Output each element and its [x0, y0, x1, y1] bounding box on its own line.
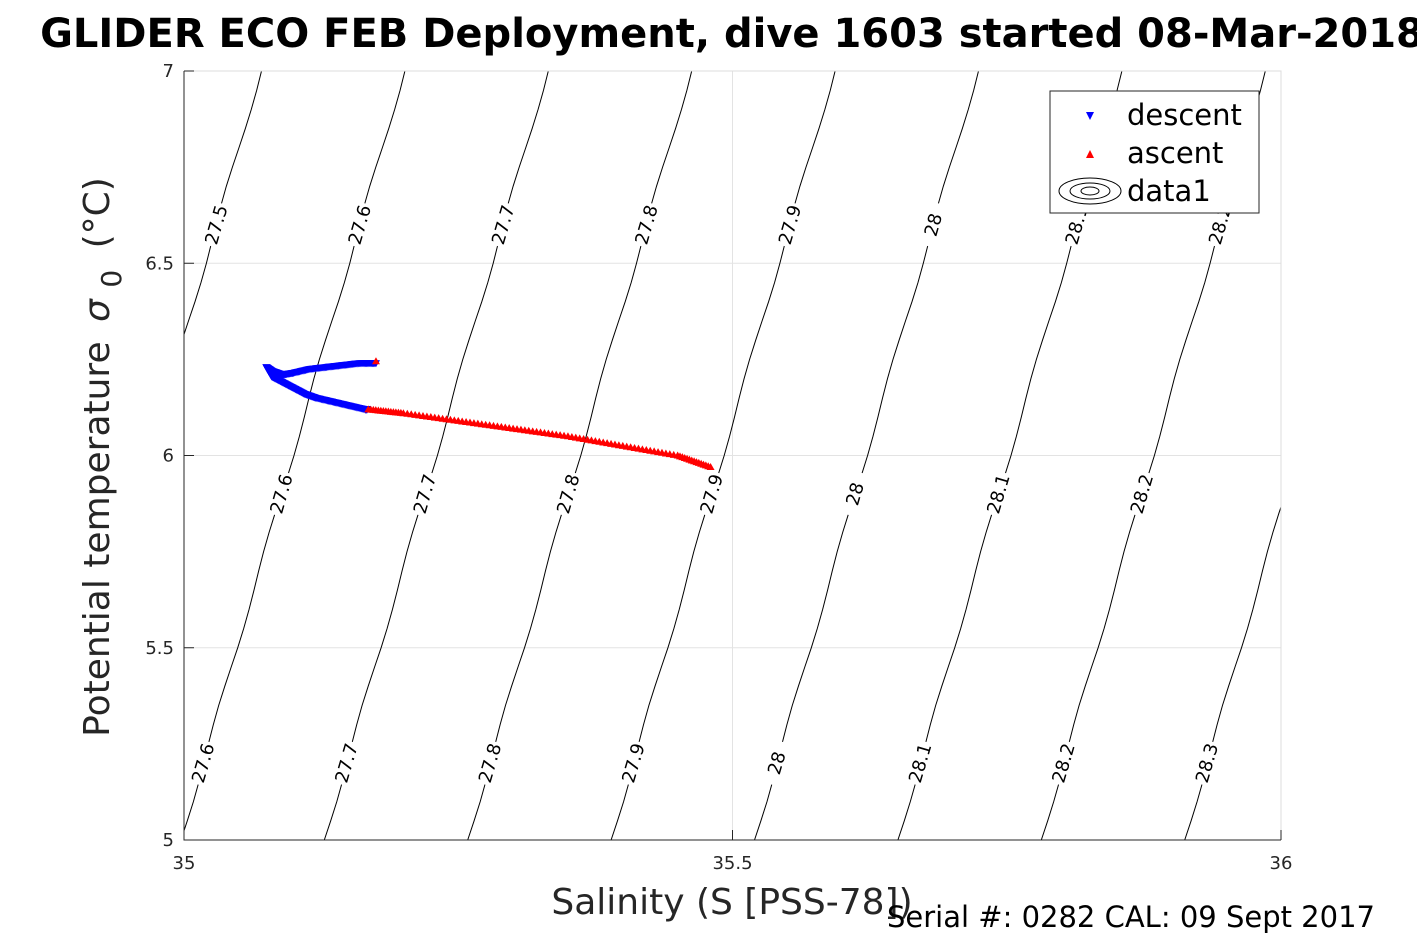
ascent-marker — [706, 463, 715, 471]
y-tick-label: 5 — [163, 830, 174, 851]
legend: descent ascent data1 — [1049, 90, 1260, 214]
isopycnal-line — [467, 71, 693, 840]
axes-box-top-right — [184, 70, 1282, 840]
chart-title: GLIDER ECO FEB Deployment, dive 1603 sta… — [40, 11, 1417, 57]
legend-descent-label: descent — [1127, 98, 1242, 132]
contour-label-bg — [1189, 738, 1225, 788]
contour-label-bg — [1045, 738, 1082, 788]
y-tick-label: 7 — [163, 61, 174, 82]
y-axis-label: Potential temperature — [77, 341, 118, 736]
ascent-marker — [371, 357, 380, 365]
isopycnal-line — [754, 71, 979, 840]
isopycnal-line — [184, 71, 406, 833]
x-tick-label: 36 — [1270, 853, 1293, 874]
contour-label-bg — [902, 738, 938, 788]
y-axis-label-unit: (°C) — [77, 177, 118, 248]
contour-label-bg — [759, 738, 795, 788]
isopycnal-line — [1328, 71, 1417, 840]
y-tick-label: 6.5 — [145, 253, 174, 274]
contour-label-bg — [263, 469, 300, 519]
contour-label-bg — [694, 469, 730, 519]
contour-label-bg — [342, 200, 378, 250]
contour-label-bg — [472, 738, 508, 788]
isopycnal-line — [1184, 505, 1281, 840]
x-tick-label: 35.5 — [712, 853, 752, 874]
contour-label-bg — [980, 469, 1017, 519]
contour-label-bg — [198, 200, 235, 250]
contour-label-bg — [1124, 469, 1160, 519]
contour-label-bg — [328, 738, 365, 788]
legend-data1-label: data1 — [1127, 174, 1211, 208]
data-markers — [262, 357, 715, 471]
contour-label-bg — [407, 469, 443, 519]
calibration-note: Serial #: 0282 CAL: 09 Sept 2017 — [887, 900, 1375, 934]
contour-label-bg — [185, 738, 221, 788]
x-axis-label: Salinity (S [PSS-78]) — [551, 882, 912, 923]
x-tick-label: 35 — [173, 853, 196, 874]
y-tick-label: 6 — [163, 446, 174, 467]
y-axis-label-group: Potential temperature σ 0 (°C) — [77, 177, 130, 737]
contour-label-bg — [550, 469, 587, 519]
contour-label-bg — [485, 200, 521, 250]
svg-text:Potential temperature σ: Potential temperature σ 0 (°C) — [77, 177, 130, 737]
contour-label-bg — [772, 200, 808, 250]
legend-contour-icon — [1058, 177, 1122, 205]
contour-label-bg — [837, 469, 873, 519]
contour-label-bg — [628, 200, 665, 250]
y-tick-label: 5.5 — [145, 638, 174, 659]
axis-ticks: 35 35.5 36 5 5.5 6 6.5 7 — [145, 61, 1292, 874]
y-axis-label-symbol: σ — [77, 298, 118, 322]
contour-label-bg — [915, 200, 952, 250]
contour-label-bg — [615, 738, 652, 788]
y-axis-label-subscript: 0 — [95, 270, 128, 288]
legend-ascent-label: ascent — [1127, 136, 1223, 170]
isopycnal-line — [323, 71, 549, 840]
legend-ascent-marker — [1086, 150, 1094, 158]
legend-descent-marker — [1086, 112, 1094, 120]
legend-box — [1049, 90, 1260, 214]
isopycnal-line — [610, 71, 836, 840]
isopycnal-line — [184, 71, 262, 337]
